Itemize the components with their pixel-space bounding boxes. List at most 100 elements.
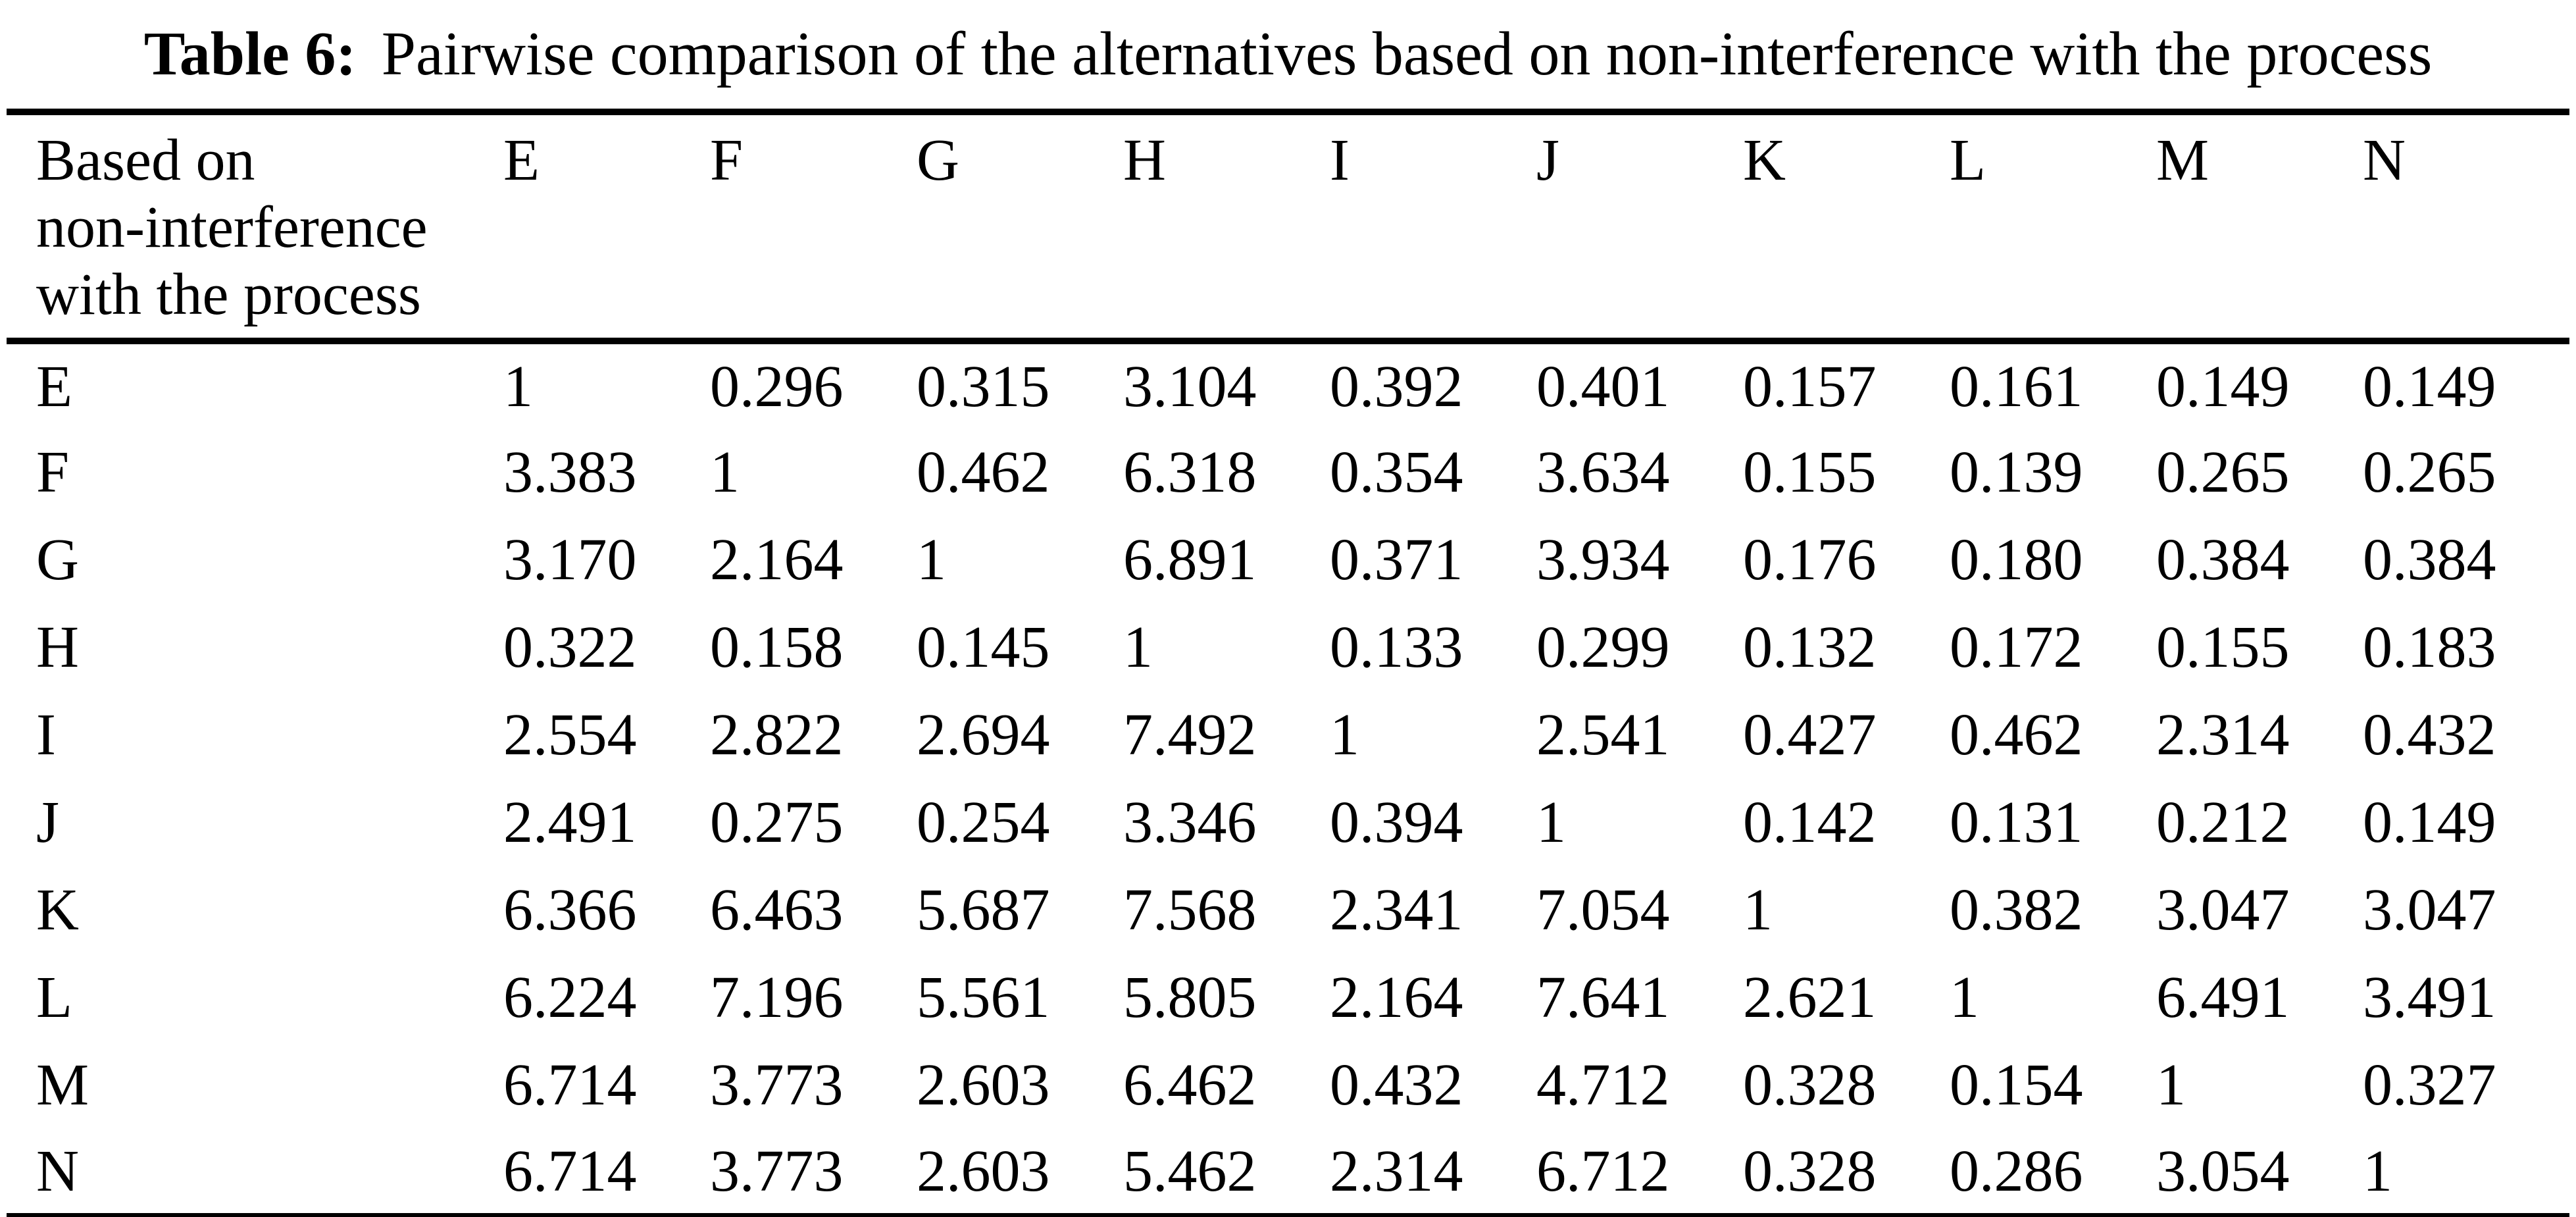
header-row: Based on non-interference with the proce… <box>7 112 2569 344</box>
row-header-L: L <box>36 965 72 1030</box>
cell-J-H: 3.346 <box>1123 790 1257 855</box>
cell-J-N: 0.149 <box>2363 790 2496 855</box>
cell-M-K: 0.328 <box>1743 1052 1877 1118</box>
cell-H-H: 1 <box>1123 615 1153 680</box>
cell-I-H: 7.492 <box>1123 702 1257 767</box>
cell-M-H: 6.462 <box>1123 1052 1257 1118</box>
table-row-J: J 2.491 0.275 0.254 3.346 0.394 1 0.142 0.131 0.2… <box>7 779 2569 866</box>
column-header-M: M <box>2156 112 2363 344</box>
cell-K-J: 7.054 <box>1536 877 1670 943</box>
cell-F-E: 3.383 <box>503 440 637 505</box>
cell-N-N: 1 <box>2363 1138 2392 1204</box>
cell-J-M: 0.212 <box>2156 790 2290 855</box>
cell-L-F: 7.196 <box>710 965 844 1030</box>
column-header-K: K <box>1743 112 1950 344</box>
cell-J-E: 2.491 <box>503 790 637 855</box>
row-header-K: K <box>36 877 79 943</box>
cell-H-M: 0.155 <box>2156 615 2290 680</box>
cell-J-I: 0.394 <box>1330 790 1463 855</box>
cell-G-F: 2.164 <box>710 527 844 592</box>
column-header-E: E <box>503 112 710 344</box>
cell-H-G: 0.145 <box>917 615 1050 680</box>
cell-I-K: 0.427 <box>1743 702 1877 767</box>
corner-header-line: with the process <box>36 262 421 327</box>
cell-J-K: 0.142 <box>1743 790 1877 855</box>
cell-L-J: 7.641 <box>1536 965 1670 1030</box>
cell-N-I: 2.314 <box>1330 1138 1463 1204</box>
cell-I-F: 2.822 <box>710 702 844 767</box>
cell-L-E: 6.224 <box>503 965 637 1030</box>
column-header-F: F <box>710 112 917 344</box>
cell-H-J: 0.299 <box>1536 615 1670 680</box>
cell-G-H: 6.891 <box>1123 527 1257 592</box>
cell-E-L: 0.161 <box>1950 353 2083 419</box>
table-row-F: F 3.383 1 0.462 6.318 0.354 3.634 0.155 0.139 0.2… <box>7 428 2569 516</box>
cell-L-G: 5.561 <box>917 965 1050 1030</box>
row-header-H: H <box>36 615 79 680</box>
table-caption-text: Pairwise comparison of the alternatives … <box>381 20 2433 88</box>
table-caption-label: Table 6: <box>143 20 357 88</box>
cell-G-G: 1 <box>917 527 946 592</box>
cell-F-F: 1 <box>710 440 740 505</box>
cell-F-M: 0.265 <box>2156 440 2290 505</box>
cell-K-L: 0.382 <box>1950 877 2083 943</box>
cell-K-E: 6.366 <box>503 877 637 943</box>
column-header-N: N <box>2363 112 2569 344</box>
cell-N-K: 0.328 <box>1743 1138 1877 1204</box>
cell-L-H: 5.805 <box>1123 965 1257 1030</box>
cell-I-L: 0.462 <box>1950 702 2083 767</box>
cell-G-E: 3.170 <box>503 527 637 592</box>
table-row-K: K 6.366 6.463 5.687 7.568 2.341 7.054 1 0.382 3.0… <box>7 866 2569 954</box>
cell-H-F: 0.158 <box>710 615 844 680</box>
cell-K-M: 3.047 <box>2156 877 2290 943</box>
cell-E-F: 0.296 <box>710 353 844 419</box>
cell-E-K: 0.157 <box>1743 353 1877 419</box>
table-body: E 1 0.296 0.315 3.104 0.392 0.401 0.157 0.161 0.1… <box>7 341 2569 1216</box>
cell-K-H: 7.568 <box>1123 877 1257 943</box>
cell-K-G: 5.687 <box>917 877 1050 943</box>
table-row-E: E 1 0.296 0.315 3.104 0.392 0.401 0.157 0.161 0.1… <box>7 341 2569 428</box>
cell-M-F: 3.773 <box>710 1052 844 1118</box>
cell-F-N: 0.265 <box>2363 440 2496 505</box>
cell-K-N: 3.047 <box>2363 877 2496 943</box>
cell-L-I: 2.164 <box>1330 965 1463 1030</box>
cell-E-M: 0.149 <box>2156 353 2290 419</box>
cell-F-L: 0.139 <box>1950 440 2083 505</box>
cell-F-I: 0.354 <box>1330 440 1463 505</box>
cell-N-F: 3.773 <box>710 1138 844 1204</box>
cell-E-J: 0.401 <box>1536 353 1670 419</box>
cell-E-I: 0.392 <box>1330 353 1463 419</box>
cell-N-J: 6.712 <box>1536 1138 1670 1204</box>
cell-L-L: 1 <box>1950 965 1979 1030</box>
cell-J-L: 0.131 <box>1950 790 2083 855</box>
row-header-N: N <box>36 1138 79 1204</box>
column-header-I: I <box>1330 112 1536 344</box>
cell-G-J: 3.934 <box>1536 527 1670 592</box>
table-row-L: L 6.224 7.196 5.561 5.805 2.164 7.641 2.621 1 6.4… <box>7 954 2569 1041</box>
cell-E-H: 3.104 <box>1123 353 1257 419</box>
cell-H-E: 0.322 <box>503 615 637 680</box>
row-header-I: I <box>36 702 56 767</box>
pairwise-comparison-table: Based on non-interference with the proce… <box>7 109 2569 1217</box>
cell-K-I: 2.341 <box>1330 877 1463 943</box>
cell-M-E: 6.714 <box>503 1052 637 1118</box>
cell-E-G: 0.315 <box>917 353 1050 419</box>
cell-I-I: 1 <box>1330 702 1359 767</box>
cell-I-M: 2.314 <box>2156 702 2290 767</box>
cell-F-K: 0.155 <box>1743 440 1877 505</box>
cell-J-G: 0.254 <box>917 790 1050 855</box>
row-header-M: M <box>36 1052 89 1118</box>
cell-F-J: 3.634 <box>1536 440 1670 505</box>
cell-N-E: 6.714 <box>503 1138 637 1204</box>
row-header-J: J <box>36 790 60 855</box>
table-caption: Table 6: Pairwise comparison of the alter… <box>0 0 2576 91</box>
cell-M-L: 0.154 <box>1950 1052 2083 1118</box>
cell-L-K: 2.621 <box>1743 965 1877 1030</box>
cell-E-N: 0.149 <box>2363 353 2496 419</box>
cell-H-N: 0.183 <box>2363 615 2496 680</box>
corner-header-line: non-interference <box>36 195 428 260</box>
cell-K-K: 1 <box>1743 877 1773 943</box>
cell-G-K: 0.176 <box>1743 527 1877 592</box>
column-header-L: L <box>1950 112 2156 344</box>
row-header-G: G <box>36 527 79 592</box>
